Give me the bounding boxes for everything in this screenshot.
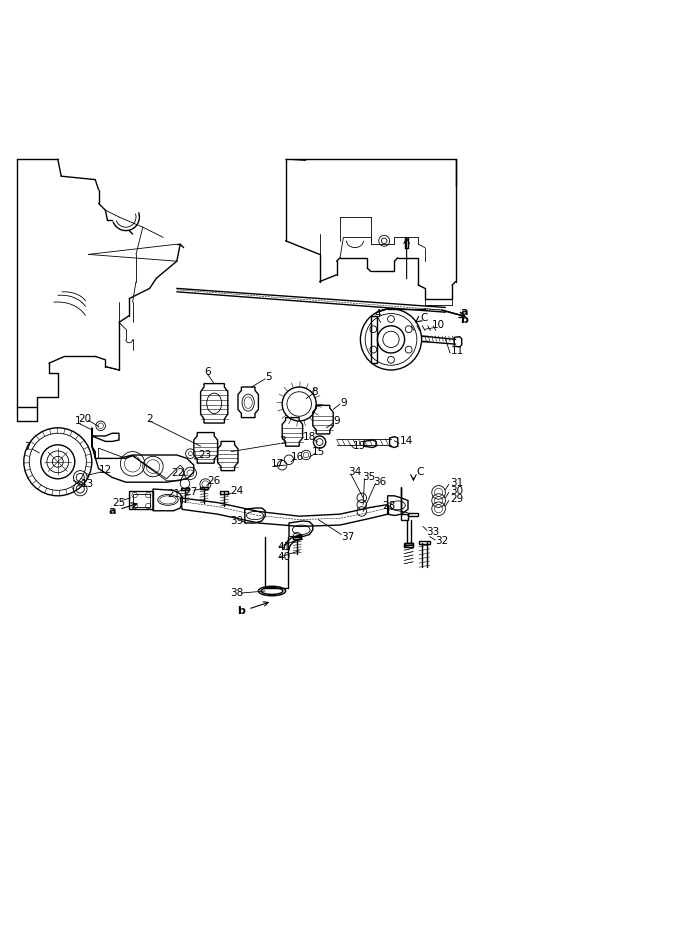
Text: 36: 36 (373, 477, 386, 486)
Text: 1: 1 (75, 416, 82, 426)
Text: b: b (460, 314, 468, 325)
Text: 20: 20 (78, 414, 92, 424)
Text: 37: 37 (341, 531, 355, 542)
Text: 30: 30 (450, 486, 464, 496)
Text: 21: 21 (167, 489, 180, 498)
Text: 29: 29 (450, 495, 464, 504)
Text: 24: 24 (230, 486, 243, 496)
Text: 17: 17 (271, 459, 284, 469)
Text: 11: 11 (450, 346, 464, 356)
Text: 38: 38 (230, 588, 243, 598)
Text: 8: 8 (311, 387, 318, 396)
Text: 15: 15 (311, 447, 325, 457)
Text: a: a (108, 506, 116, 516)
Text: 9: 9 (333, 416, 340, 426)
Text: 10: 10 (432, 320, 445, 330)
Text: a: a (460, 307, 468, 317)
Text: 32: 32 (435, 536, 449, 547)
Text: C: C (420, 312, 427, 323)
Text: 16: 16 (291, 452, 305, 462)
Text: 26: 26 (207, 476, 221, 486)
Text: 13: 13 (80, 480, 94, 489)
Text: 3: 3 (279, 436, 286, 447)
Text: 19: 19 (352, 441, 366, 451)
Text: 9: 9 (340, 397, 347, 408)
Text: 28: 28 (382, 501, 396, 511)
Text: 5: 5 (265, 372, 272, 381)
Text: 25: 25 (112, 497, 126, 508)
Text: b: b (237, 601, 268, 616)
Text: 4: 4 (374, 310, 381, 319)
Text: 18: 18 (303, 431, 316, 442)
Text: C: C (417, 467, 424, 477)
Text: 14: 14 (399, 436, 413, 447)
Text: 12: 12 (99, 465, 112, 475)
Text: 6: 6 (204, 367, 211, 377)
Text: 34: 34 (348, 467, 362, 477)
Text: 27: 27 (184, 487, 197, 497)
Text: 40: 40 (277, 552, 291, 562)
Text: 31: 31 (450, 478, 464, 488)
Text: 39: 39 (230, 516, 243, 526)
Text: 7: 7 (24, 442, 31, 452)
Text: 22: 22 (171, 468, 185, 479)
Text: 41: 41 (277, 542, 291, 552)
Text: 35: 35 (362, 472, 375, 482)
Text: 23: 23 (199, 450, 212, 460)
Text: 33: 33 (426, 527, 439, 537)
Text: 2: 2 (146, 414, 153, 424)
